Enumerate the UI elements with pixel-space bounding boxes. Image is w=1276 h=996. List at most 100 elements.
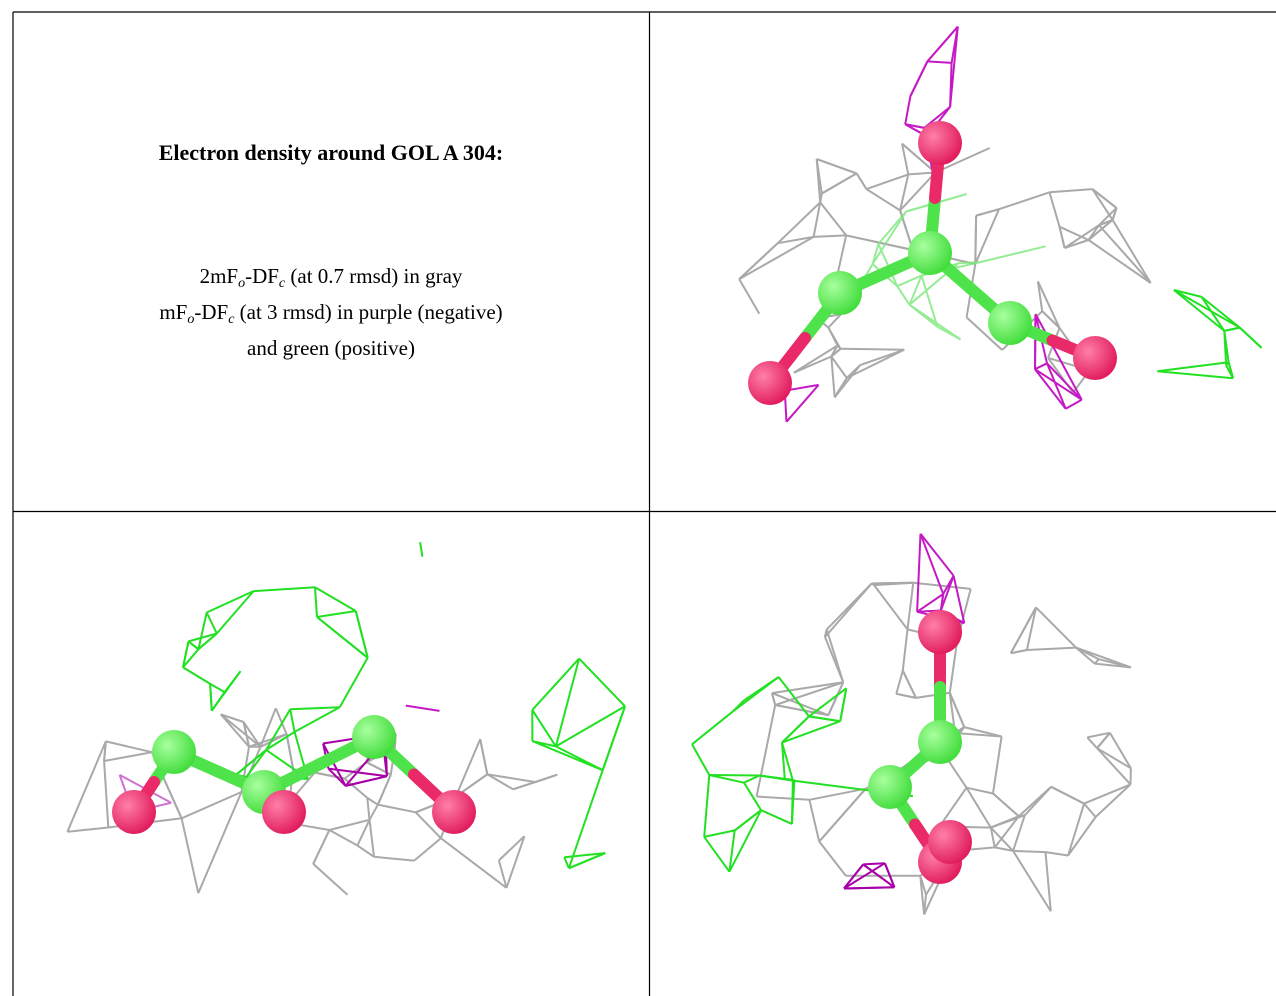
mesh-edge — [274, 707, 288, 735]
density-view — [66, 542, 626, 896]
mesh-edge — [901, 629, 909, 671]
mesh-edge — [414, 811, 442, 839]
mesh-edge — [1049, 188, 1093, 194]
mesh-edge — [535, 773, 558, 784]
mesh-edge — [1086, 736, 1098, 749]
atom — [918, 610, 962, 654]
mesh-edge — [808, 799, 821, 842]
mesh-edge — [1227, 361, 1234, 379]
mesh-edge — [821, 172, 858, 195]
mesh-edge — [840, 347, 905, 351]
mesh-edge — [954, 732, 1002, 738]
mesh-edge — [865, 188, 901, 212]
mesh-edge — [180, 818, 200, 894]
mesh-edge — [919, 875, 926, 915]
mesh-edge — [1045, 851, 1069, 857]
mesh-edge — [205, 612, 218, 634]
mesh-edge — [808, 715, 841, 723]
mesh-edge — [965, 316, 1003, 351]
mesh-edge — [819, 201, 847, 237]
mesh-edge — [1036, 280, 1061, 329]
mesh-edge — [314, 587, 318, 618]
subscript: o — [187, 312, 195, 327]
mesh-edge — [188, 632, 218, 643]
mesh-edge — [1173, 289, 1241, 329]
mesh-edge — [691, 743, 711, 776]
mesh-edge — [578, 657, 626, 707]
mesh-edge — [927, 60, 952, 64]
mesh-edge — [905, 123, 925, 129]
mesh-edge — [703, 836, 731, 873]
mesh-edge — [440, 837, 508, 889]
mesh-edge — [785, 384, 820, 423]
atom — [918, 121, 962, 165]
mesh-edge — [316, 616, 369, 659]
mesh-edge — [206, 590, 254, 614]
mesh-edge — [916, 533, 922, 612]
mesh-edge — [497, 860, 508, 889]
mesh-edge — [862, 863, 895, 889]
mesh-edge — [771, 681, 844, 695]
mesh-edge — [1009, 606, 1037, 654]
mesh-edge — [974, 215, 978, 265]
mesh — [1157, 289, 1263, 380]
subscript: o — [238, 276, 246, 291]
mesh-edge — [809, 787, 866, 801]
mesh-edge — [1111, 219, 1152, 284]
mesh-edge — [376, 774, 392, 806]
mesh-edge — [220, 713, 250, 748]
mesh-edge — [781, 715, 810, 744]
mesh-edge — [866, 173, 909, 191]
mesh-edge — [896, 285, 911, 306]
mesh-edge — [1200, 296, 1241, 329]
mesh-edge — [1034, 313, 1037, 370]
mesh-edge — [992, 792, 1020, 818]
mesh-edge — [413, 837, 442, 862]
mesh-edge — [896, 274, 922, 288]
mesh-edge — [939, 575, 955, 611]
mesh — [1034, 313, 1083, 410]
text-run: and green (positive) — [247, 336, 415, 360]
mesh-edge — [760, 809, 793, 825]
mesh-edge — [1094, 783, 1132, 818]
mesh-edge — [259, 707, 277, 748]
mesh-edge — [966, 786, 994, 795]
mesh-edge — [871, 210, 908, 265]
mesh-edge — [734, 809, 762, 832]
atom — [928, 820, 972, 864]
mesh-edge — [899, 174, 910, 211]
mesh — [738, 142, 1152, 398]
mesh-edge — [919, 533, 945, 595]
mesh-edge — [1034, 362, 1048, 371]
mesh-edge — [1058, 226, 1066, 249]
mesh-edge — [781, 742, 786, 780]
mesh-edge — [781, 742, 794, 781]
mesh-edge — [994, 846, 1014, 852]
mesh-edge — [979, 245, 1046, 264]
caption-lines: 2mFo-DFc (at 0.7 rmsd) in gray mFo-DFc (a… — [13, 258, 649, 366]
mesh-edge — [774, 681, 844, 706]
mesh-edge — [209, 682, 226, 693]
mesh-edge — [294, 706, 341, 733]
atom — [868, 765, 912, 809]
mesh-edge — [568, 852, 606, 870]
mesh-edge — [738, 236, 815, 280]
mesh-edge — [816, 158, 857, 175]
mesh-edge — [1109, 732, 1132, 769]
mesh-edge — [327, 767, 347, 787]
mesh-edge — [1010, 649, 1028, 655]
mesh-edge — [1012, 814, 1026, 852]
mesh-edge — [732, 676, 780, 713]
mesh-edge — [1173, 289, 1225, 332]
mesh-edge — [105, 740, 153, 754]
mesh-edge — [314, 586, 357, 612]
mesh-edge — [920, 275, 939, 327]
mesh-edge — [833, 377, 848, 398]
mesh-edge — [994, 815, 1020, 849]
mesh-edge — [216, 590, 255, 635]
mesh-edge — [532, 740, 557, 748]
text-run: (at 3 rmsd) in purple (negative) — [234, 300, 503, 324]
mesh-edge — [738, 278, 761, 315]
mesh-edge — [818, 840, 847, 877]
mesh-edge — [245, 749, 268, 778]
